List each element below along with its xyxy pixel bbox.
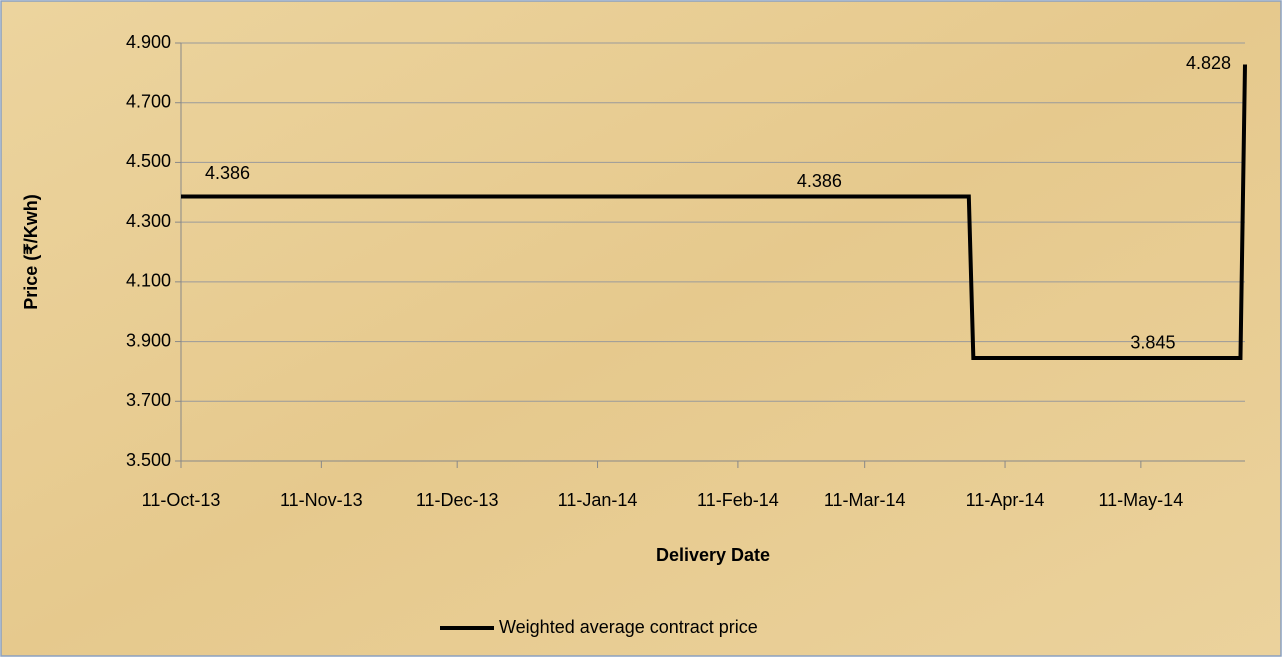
- y-tick-label: 3.500: [126, 450, 171, 470]
- y-tick-label: 4.500: [126, 151, 171, 171]
- data-label: 4.386: [205, 163, 250, 183]
- y-tick-label: 4.100: [126, 271, 171, 291]
- y-axis-label: Price (₹/Kwh): [21, 194, 41, 309]
- x-tick-label: 11-Dec-13: [416, 490, 499, 510]
- x-tick-label: 11-Oct-13: [142, 490, 221, 510]
- y-tick-label: 4.700: [126, 91, 171, 111]
- x-tick-label: 11-Mar-14: [824, 490, 906, 510]
- legend-label: Weighted average contract price: [499, 617, 758, 637]
- data-line: [181, 64, 1247, 360]
- y-tick-label: 4.900: [126, 32, 171, 52]
- data-label: 3.845: [1130, 333, 1175, 353]
- data-label: 4.828: [1186, 53, 1231, 73]
- x-tick-label: 11-Nov-13: [280, 490, 363, 510]
- data-label: 4.386: [797, 171, 842, 191]
- x-tick-label: 11-Feb-14: [697, 490, 779, 510]
- x-tick-label: 11-May-14: [1099, 490, 1184, 510]
- x-tick-label: 11-Apr-14: [966, 490, 1045, 510]
- y-tick-label: 3.700: [126, 390, 171, 410]
- y-tick-label: 3.900: [126, 330, 171, 350]
- y-tick-label: 4.300: [126, 211, 171, 231]
- x-axis-label: Delivery Date: [656, 545, 770, 565]
- x-tick-label: 11-Jan-14: [558, 490, 638, 510]
